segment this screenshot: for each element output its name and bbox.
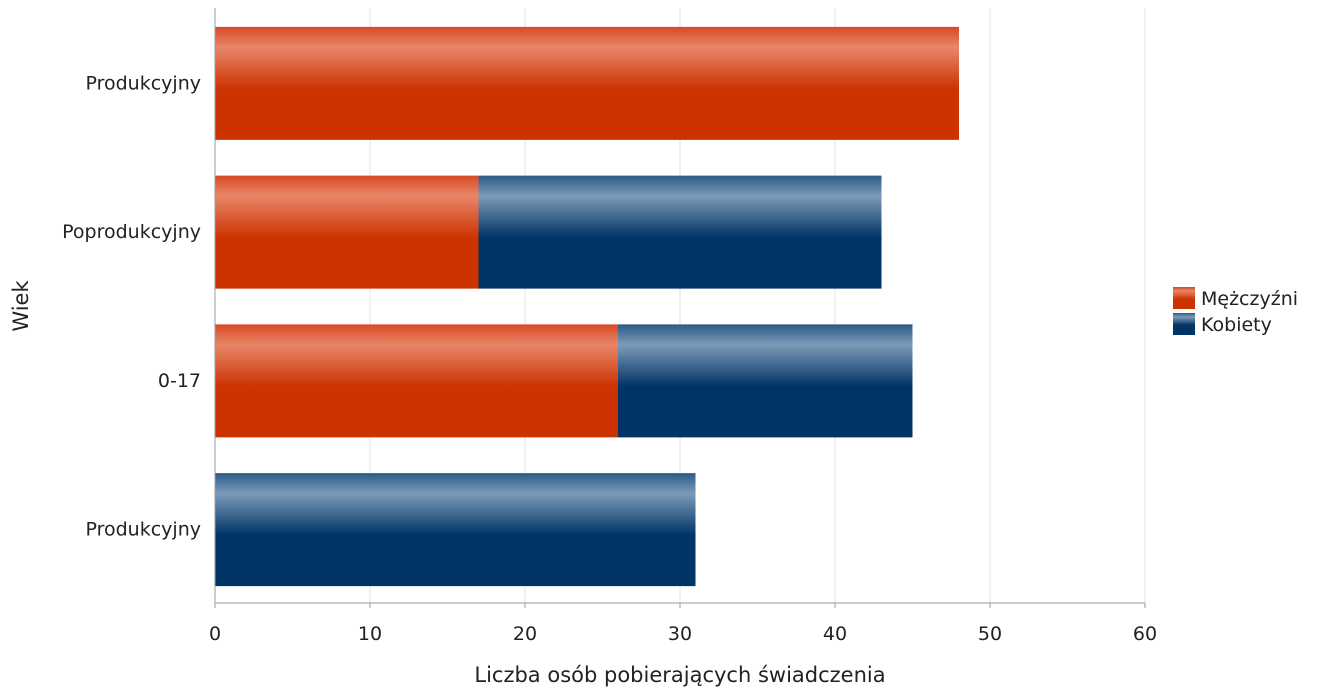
category-label: Produkcyjny [85, 519, 201, 541]
y-axis-title: Wiek [9, 280, 33, 332]
category-label: 0-17 [158, 370, 201, 392]
bar-kobiety [618, 324, 913, 438]
x-tick-label: 50 [978, 623, 1002, 645]
x-tick-label: 30 [668, 623, 692, 645]
bars-group [215, 26, 959, 587]
legend-label: Mężczyźni [1201, 288, 1298, 310]
bar-mezczyzni [215, 26, 959, 140]
bar-kobiety [215, 473, 696, 587]
legend-label: Kobiety [1201, 314, 1272, 336]
x-tick-labels: 0 10 20 30 40 50 60 [209, 623, 1157, 645]
x-axis-title: Liczba osób pobierających świadczenia [474, 663, 885, 687]
bar-mezczyzni [215, 324, 618, 438]
x-tick-label: 60 [1133, 623, 1157, 645]
x-tick-label: 20 [513, 623, 537, 645]
axes [214, 8, 1146, 608]
bar-kobiety [478, 175, 882, 289]
legend: Mężczyźni Kobiety [1173, 287, 1298, 336]
x-tick-label: 0 [209, 623, 221, 645]
legend-swatch [1173, 313, 1195, 335]
x-tick-label: 10 [358, 623, 382, 645]
bar-mezczyzni [215, 175, 479, 289]
category-label: Poprodukcyjny [62, 221, 201, 243]
category-label: Produkcyjny [85, 72, 201, 94]
legend-swatch [1173, 287, 1195, 309]
category-labels: Produkcyjny Poprodukcyjny 0-17 Produkcyjny [62, 72, 201, 540]
x-tick-label: 40 [823, 623, 847, 645]
